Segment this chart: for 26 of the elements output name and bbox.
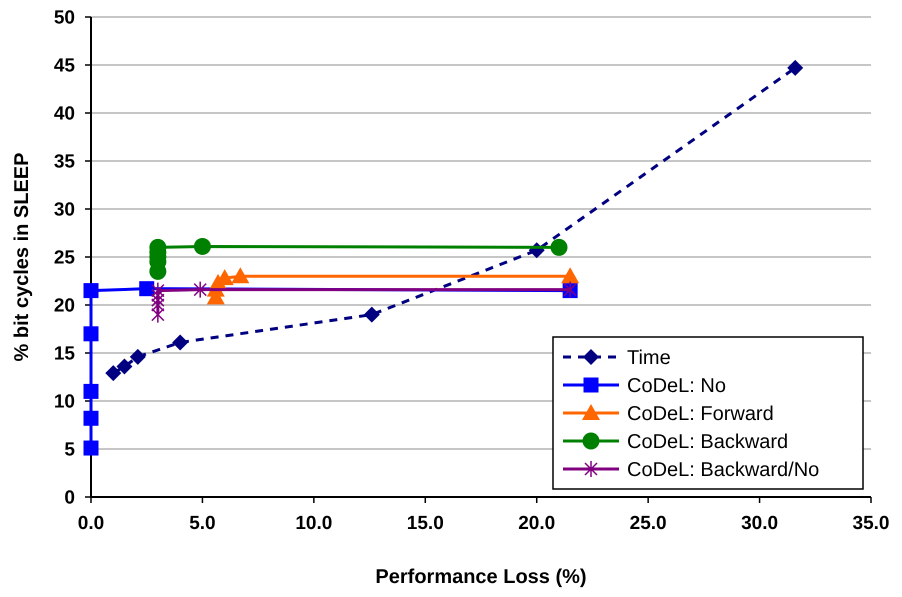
x-axis-title: Performance Loss (%) (375, 566, 587, 588)
legend-label: CoDeL: Forward (627, 403, 774, 425)
y-tick-label: 45 (54, 56, 76, 77)
legend-label: CoDeL: Backward (627, 431, 788, 453)
y-tick-label: 15 (54, 344, 76, 365)
y-axis-title: % bit cycles in SLEEP (11, 152, 33, 362)
x-tick-label: 20.0 (518, 513, 556, 534)
legend-label: CoDeL: No (627, 375, 726, 397)
x-tick-label: 25.0 (630, 513, 667, 534)
y-tick-label: 0 (64, 488, 75, 509)
y-tick-label: 30 (54, 200, 75, 221)
x-tick-label: 5.0 (189, 513, 216, 534)
y-tick-label: 40 (54, 104, 75, 125)
legend-label: Time (627, 347, 671, 369)
x-tick-label: 15.0 (406, 513, 444, 534)
y-tick-label: 20 (54, 296, 75, 317)
x-tick-label: 35.0 (852, 513, 890, 534)
y-tick-label: 50 (54, 8, 75, 29)
x-tick-label: 0.0 (78, 513, 104, 534)
x-tick-label: 30.0 (741, 513, 778, 534)
y-tick-label: 35 (54, 152, 76, 173)
legend-label: CoDeL: Backward/No (627, 459, 820, 481)
y-tick-label: 10 (54, 392, 75, 413)
y-tick-label: 25 (54, 248, 76, 269)
x-tick-label: 10.0 (295, 513, 332, 534)
y-tick-label: 5 (64, 440, 76, 461)
